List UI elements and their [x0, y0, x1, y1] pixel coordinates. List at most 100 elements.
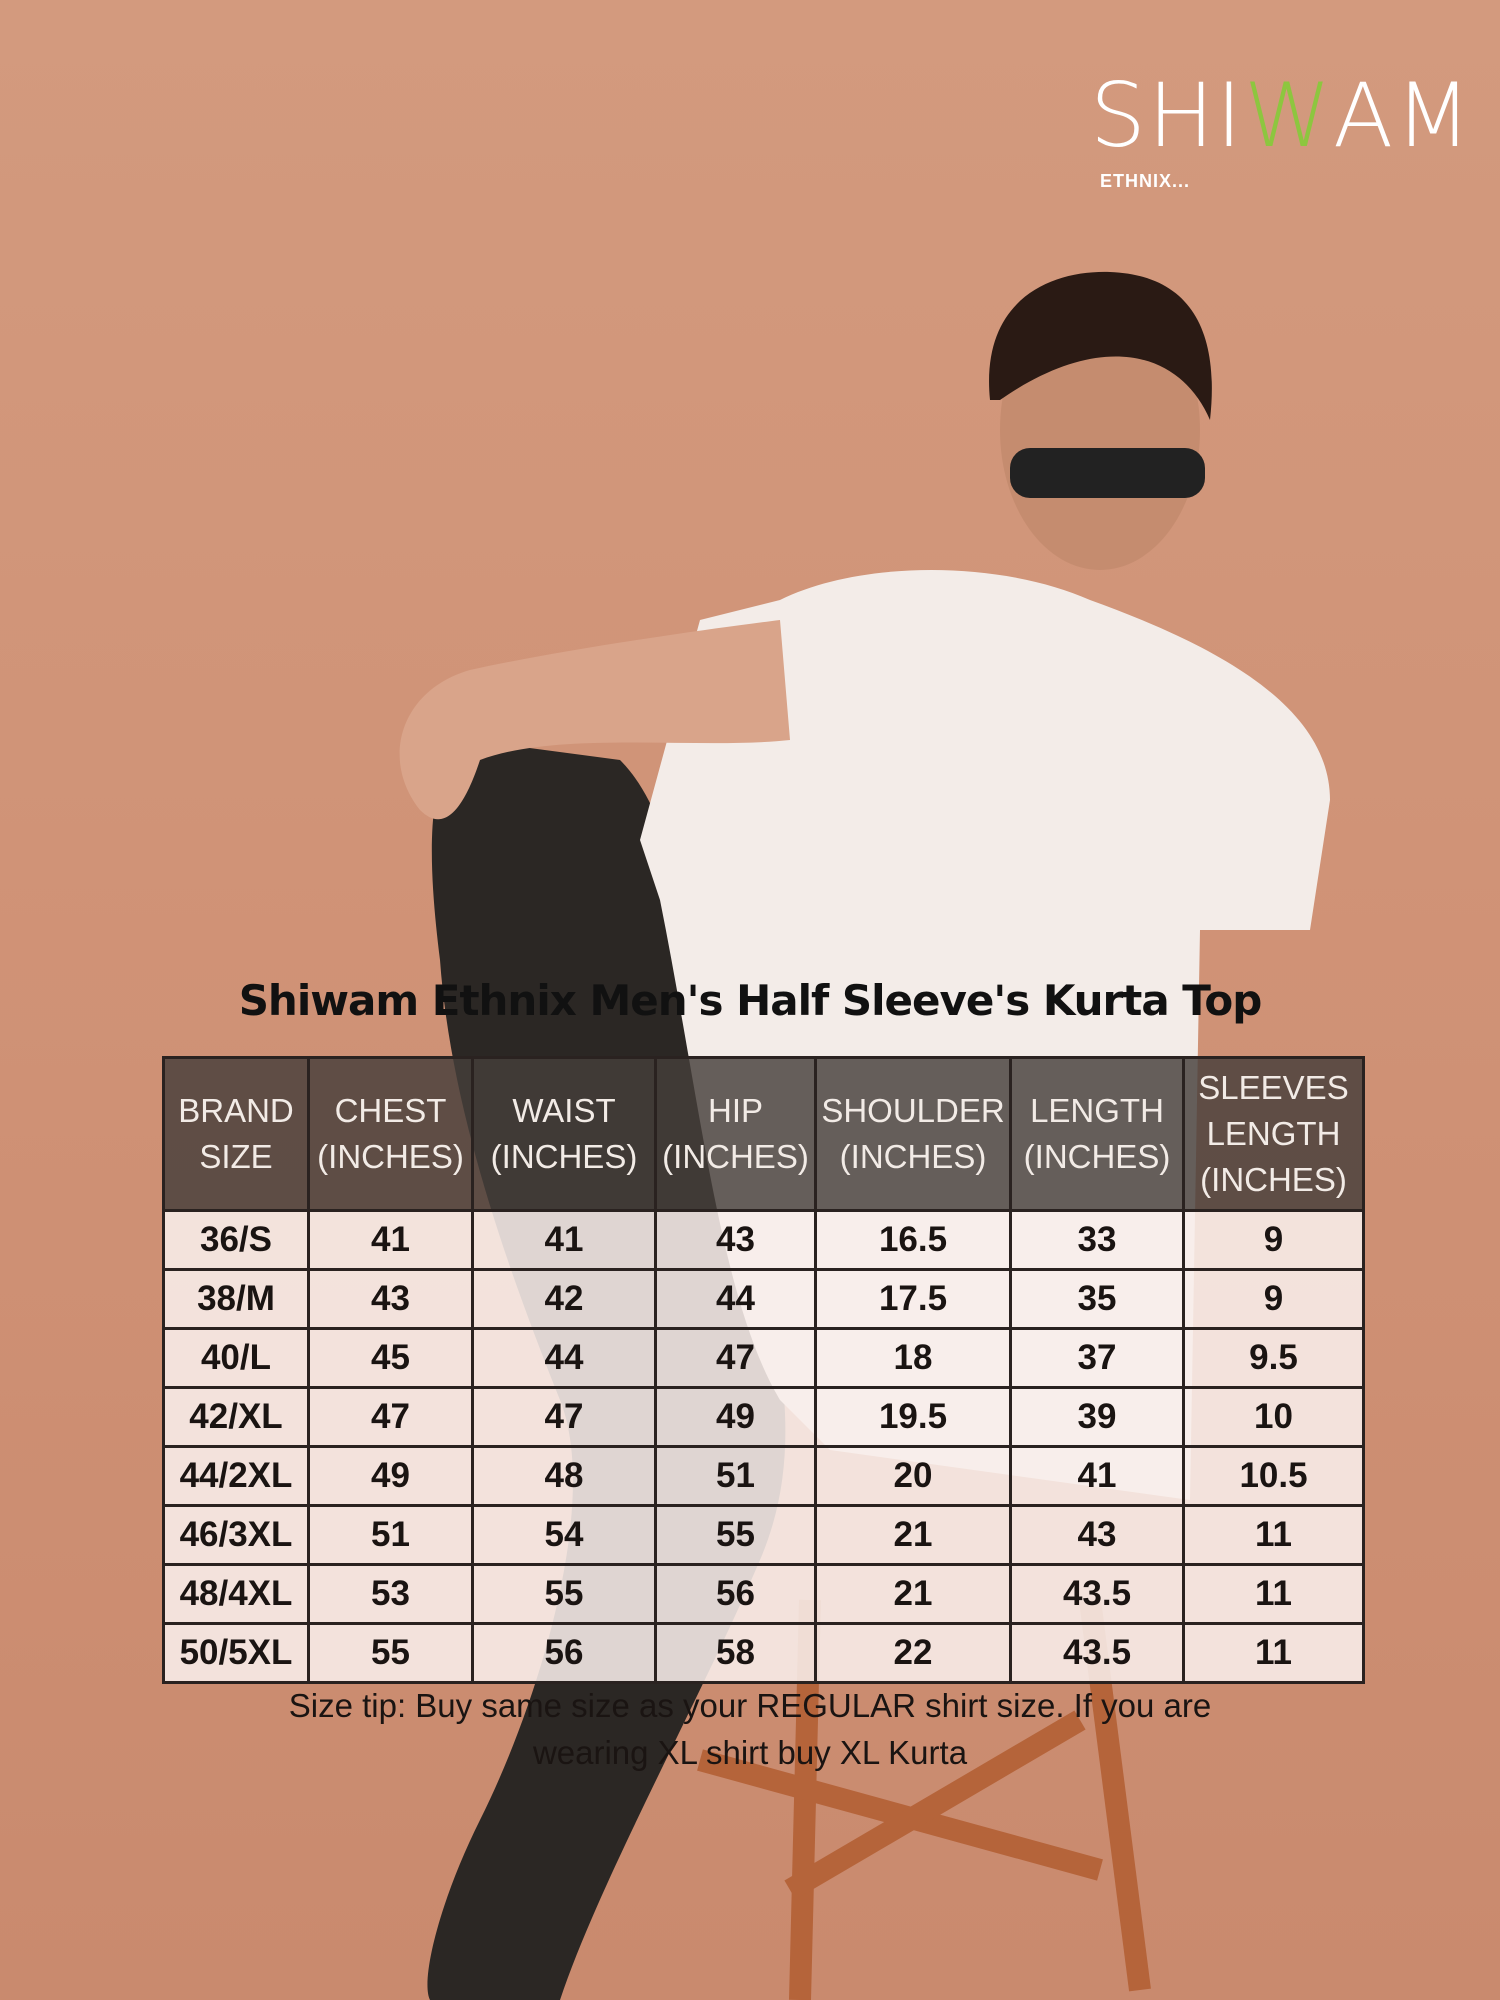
size-cell: 46/3XL: [162, 1504, 310, 1566]
logo-wordmark: SHI W AM: [1090, 70, 1473, 162]
column-header-line: WAIST: [512, 1092, 616, 1129]
measurement-cell: 47: [654, 1327, 817, 1389]
measurement-cell: 56: [471, 1622, 657, 1684]
page-title: Shiwam Ethnix Men's Half Sleeve's Kurta …: [238, 976, 1263, 1025]
column-header-line: (INCHES): [662, 1138, 809, 1175]
measurement-cell: 51: [654, 1445, 817, 1507]
column-header-line: (INCHES): [1023, 1138, 1171, 1175]
table-row: 42/XL 47 47 49 19.5 39 10: [162, 1386, 1365, 1448]
measurement-cell: 20: [814, 1445, 1012, 1507]
measurement-cell: 43: [1009, 1504, 1185, 1566]
measurement-cell: 48: [471, 1445, 657, 1507]
column-header-line: LENGTH: [1030, 1092, 1164, 1129]
size-tip-line-2: wearing XL shirt buy XL Kurta: [532, 1734, 968, 1771]
column-header: LENGTH (INCHES): [1009, 1056, 1185, 1212]
measurement-cell: 10: [1182, 1386, 1365, 1448]
measurement-cell: 43: [654, 1209, 817, 1271]
size-cell: 40/L: [162, 1327, 310, 1389]
logo-wordmark-end: AM: [1333, 64, 1474, 167]
column-header-line: (INCHES): [839, 1138, 987, 1175]
hair: [989, 271, 1212, 420]
measurement-cell: 49: [307, 1445, 474, 1507]
measurement-cell: 18: [814, 1327, 1012, 1389]
measurement-cell: 42: [471, 1268, 657, 1330]
measurement-cell: 55: [471, 1563, 657, 1625]
measurement-cell: 47: [471, 1386, 657, 1448]
measurement-cell: 55: [307, 1622, 474, 1684]
measurement-cell: 19.5: [814, 1386, 1012, 1448]
measurement-cell: 51: [307, 1504, 474, 1566]
size-tip-line-1: Size tip: Buy same size as your REGULAR …: [288, 1687, 1212, 1724]
measurement-cell: 11: [1182, 1504, 1365, 1566]
column-header-line: SIZE: [199, 1138, 273, 1175]
measurement-cell: 45: [307, 1327, 474, 1389]
column-header-line: CHEST: [334, 1092, 447, 1129]
measurement-cell: 33: [1009, 1209, 1185, 1271]
measurement-cell: 41: [1009, 1445, 1185, 1507]
measurement-cell: 49: [654, 1386, 817, 1448]
column-header: SLEEVES LENGTH (INCHES): [1182, 1056, 1365, 1212]
measurement-cell: 41: [471, 1209, 657, 1271]
column-header: HIP (INCHES): [654, 1056, 817, 1212]
measurement-cell: 35: [1009, 1268, 1185, 1330]
table-row: 44/2XL 49 48 51 20 41 10.5: [162, 1445, 1365, 1507]
column-header: WAIST (INCHES): [471, 1056, 657, 1212]
measurement-cell: 41: [307, 1209, 474, 1271]
arm: [399, 620, 790, 820]
table-row: 48/4XL 53 55 56 21 43.5 11: [162, 1563, 1365, 1625]
table-row: 46/3XL 51 54 55 21 43 11: [162, 1504, 1365, 1566]
measurement-cell: 55: [654, 1504, 817, 1566]
column-header-line: (INCHES): [317, 1138, 464, 1175]
size-tip: Size tip: Buy same size as your REGULAR …: [130, 1682, 1370, 1776]
brand-logo: SHI W AM ETHNIX...: [1090, 70, 1471, 195]
column-header-line: (INCHES): [1200, 1161, 1347, 1198]
measurement-cell: 37: [1009, 1327, 1185, 1389]
column-header-line: (INCHES): [490, 1138, 638, 1175]
column-header-line: SHOULDER: [821, 1092, 1005, 1129]
size-cell: 38/M: [162, 1268, 310, 1330]
column-header: SHOULDER (INCHES): [814, 1056, 1012, 1212]
sunglasses: [1010, 448, 1205, 498]
measurement-cell: 53: [307, 1563, 474, 1625]
size-cell: 48/4XL: [162, 1563, 310, 1625]
table-row: 40/L 45 44 47 18 37 9.5: [162, 1327, 1365, 1389]
column-header: CHEST (INCHES): [307, 1056, 474, 1212]
measurement-cell: 11: [1182, 1622, 1365, 1684]
measurement-cell: 10.5: [1182, 1445, 1365, 1507]
measurement-cell: 16.5: [814, 1209, 1012, 1271]
size-cell: 42/XL: [162, 1386, 310, 1448]
measurement-cell: 9: [1182, 1268, 1365, 1330]
logo-wordmark-accent: W: [1243, 64, 1333, 167]
measurement-cell: 39: [1009, 1386, 1185, 1448]
measurement-cell: 54: [471, 1504, 657, 1566]
logo-tagline: ETHNIX...: [1100, 171, 1191, 191]
column-header-line: BRAND: [178, 1092, 294, 1129]
measurement-cell: 43.5: [1009, 1563, 1185, 1625]
size-chart-table: BRAND SIZE CHEST (INCHES) WAIST (INCHES) HIP (I…: [162, 1056, 1365, 1684]
measurement-cell: 11: [1182, 1563, 1365, 1625]
table-row: 38/M 43 42 44 17.5 35 9: [162, 1268, 1365, 1330]
column-header-line: SLEEVES: [1198, 1069, 1349, 1106]
measurement-cell: 21: [814, 1563, 1012, 1625]
measurement-cell: 56: [654, 1563, 817, 1625]
measurement-cell: 43.5: [1009, 1622, 1185, 1684]
size-cell: 50/5XL: [162, 1622, 310, 1684]
logo-wordmark-start: SHI: [1090, 64, 1244, 167]
measurement-cell: 22: [814, 1622, 1012, 1684]
column-header: BRAND SIZE: [162, 1056, 310, 1212]
measurement-cell: 21: [814, 1504, 1012, 1566]
measurement-cell: 44: [654, 1268, 817, 1330]
column-header-line: LENGTH: [1206, 1115, 1341, 1152]
column-header-line: HIP: [707, 1092, 763, 1129]
table-row: 50/5XL 55 56 58 22 43.5 11: [162, 1622, 1365, 1684]
measurement-cell: 17.5: [814, 1268, 1012, 1330]
measurement-cell: 44: [471, 1327, 657, 1389]
size-cell: 36/S: [162, 1209, 310, 1271]
table-row: 36/S 41 41 43 16.5 33 9: [162, 1209, 1365, 1271]
measurement-cell: 43: [307, 1268, 474, 1330]
size-cell: 44/2XL: [162, 1445, 310, 1507]
table-header-row: BRAND SIZE CHEST (INCHES) WAIST (INCHES) HIP (I…: [162, 1056, 1365, 1212]
measurement-cell: 9: [1182, 1209, 1365, 1271]
measurement-cell: 47: [307, 1386, 474, 1448]
measurement-cell: 58: [654, 1622, 817, 1684]
